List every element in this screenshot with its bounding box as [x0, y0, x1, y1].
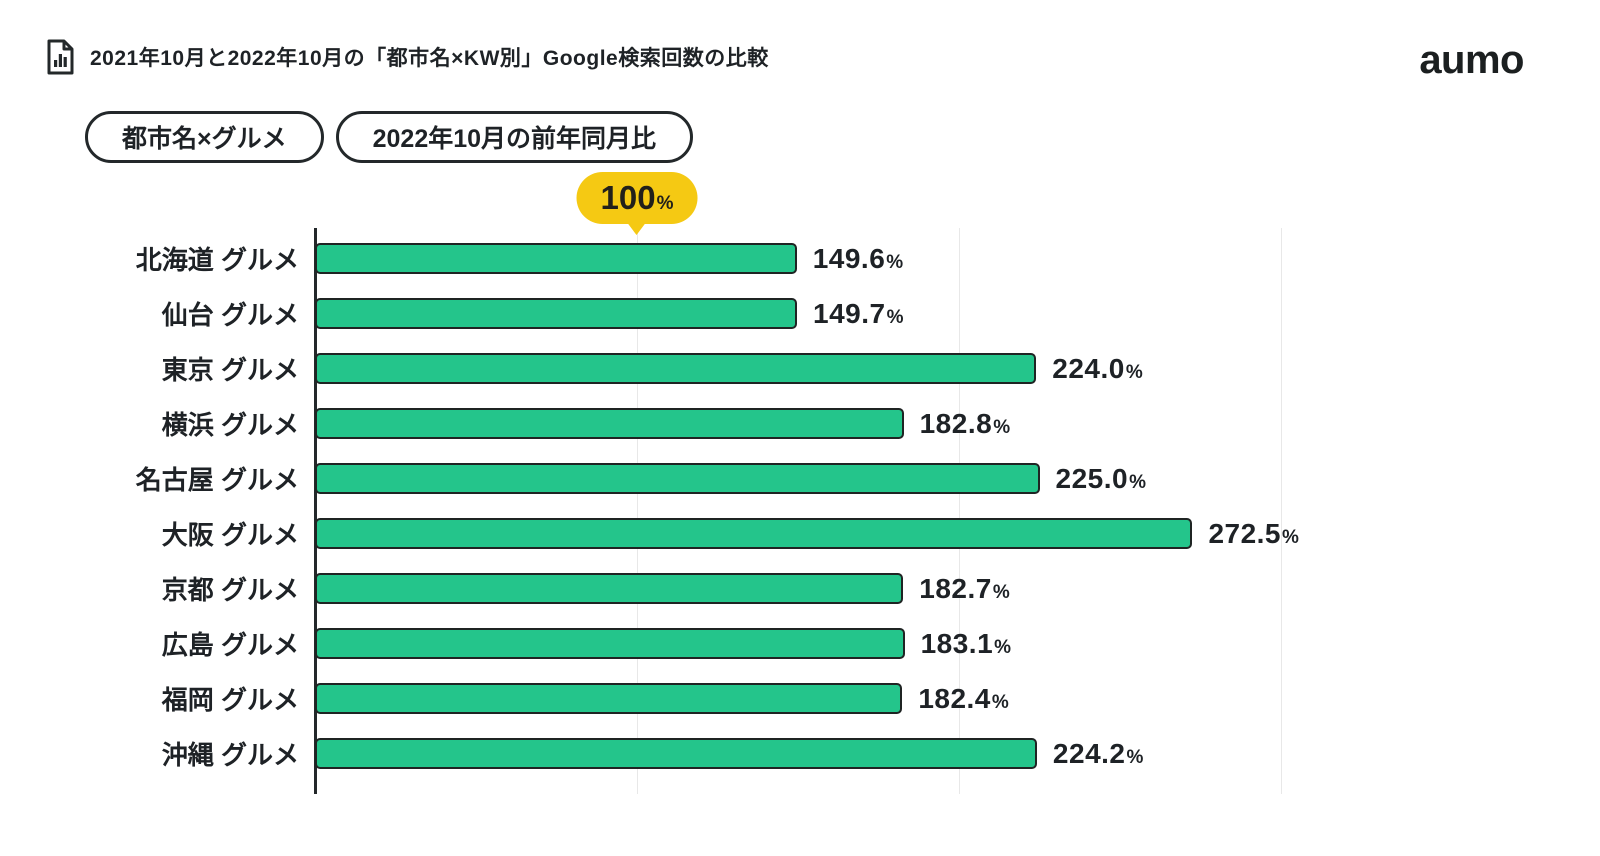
bar	[315, 408, 904, 439]
badge-pointer	[628, 223, 646, 235]
bar-value-number: 272.5	[1208, 517, 1282, 549]
bar-row: 福岡 グルメ 182.4 %	[0, 671, 1600, 726]
baseline-value: 100	[600, 179, 656, 216]
bar-percent-sign: %	[994, 636, 1012, 658]
grid-layer	[314, 228, 1315, 794]
bar-category-label: 沖縄 グルメ	[161, 740, 299, 770]
y-axis-line	[314, 228, 317, 794]
bar-row: 仙台 グルメ 149.7 %	[0, 286, 1600, 341]
bar-row: 広島 グルメ 183.1 %	[0, 616, 1600, 671]
baseline-100-badge: 100 %	[576, 172, 698, 235]
title-group: 2021年10月と2022年10月の「都市名×KW別」Google検索回数の比較	[44, 38, 769, 76]
bar-value-label: 182.8 %	[920, 408, 1010, 440]
bar-value-label: 224.2 %	[1053, 738, 1143, 770]
bar-percent-sign: %	[886, 251, 904, 273]
bar-category-label: 東京 グルメ	[161, 355, 299, 385]
bar-row: 北海道 グルメ 149.6 %	[0, 231, 1600, 286]
bar-percent-sign: %	[993, 416, 1011, 438]
bar-row: 横浜 グルメ 182.8 %	[0, 396, 1600, 451]
bar	[315, 243, 797, 274]
bar-value-number: 149.6	[812, 242, 886, 274]
bar-percent-sign: %	[886, 306, 904, 328]
bar-category-label: 大阪 グルメ	[161, 520, 299, 550]
page-title: 2021年10月と2022年10月の「都市名×KW別」Google検索回数の比較	[90, 47, 769, 70]
aumo-logo: aumo	[1419, 38, 1524, 82]
bar-value-label: 183.1 %	[921, 628, 1011, 660]
bar-rows: 北海道 グルメ 149.6 % 仙台 グルメ 149.7 % 東京 グルメ 22…	[0, 231, 1600, 781]
bar-percent-sign: %	[1125, 361, 1143, 383]
bar-percent-sign: %	[1129, 471, 1146, 493]
bar-value-label: 149.6 %	[813, 243, 903, 275]
bar-value-label: 182.4 %	[918, 683, 1008, 715]
bar-category-label: 広島 グルメ	[161, 630, 299, 660]
bar-category-label: 京都 グルメ	[161, 575, 299, 605]
bar-value-label: 225.0 %	[1056, 463, 1146, 495]
bar-value-number: 182.8	[919, 407, 993, 439]
bar-category-label: 名古屋 グルメ	[135, 465, 299, 495]
gridline-200	[959, 228, 960, 794]
bar-row: 京都 グルメ 182.7 %	[0, 561, 1600, 616]
gridline-100	[637, 228, 638, 794]
keyword-badge: 都市名×グルメ	[85, 111, 324, 163]
bar-row: 沖縄 グルメ 224.2 %	[0, 726, 1600, 781]
bar-percent-sign: %	[1282, 526, 1299, 548]
header: 2021年10月と2022年10月の「都市名×KW別」Google検索回数の比較…	[44, 38, 1524, 80]
bar-row: 東京 グルメ 224.0 %	[0, 341, 1600, 396]
bar	[315, 353, 1037, 384]
bar-row: 名古屋 グルメ 225.0 %	[0, 451, 1600, 506]
baseline-percent-sign: %	[656, 193, 674, 214]
bar-category-label: 横浜 グルメ	[161, 410, 299, 440]
bar-value-number: 225.0	[1055, 462, 1129, 494]
bar-percent-sign: %	[991, 691, 1009, 713]
gridline-300	[1281, 228, 1282, 794]
bar-value-number: 224.0	[1052, 352, 1125, 384]
bar-value-number: 182.7	[919, 572, 992, 604]
bar-value-number: 182.4	[918, 682, 991, 714]
bar-value-label: 224.0 %	[1052, 353, 1142, 385]
bar-percent-sign: %	[992, 581, 1010, 603]
bar	[315, 683, 903, 714]
bar	[315, 463, 1040, 494]
bar-row: 大阪 グルメ 272.5 %	[0, 506, 1600, 561]
bar-value-label: 272.5 %	[1208, 518, 1298, 550]
bar	[315, 518, 1193, 549]
bar-value-label: 182.7 %	[919, 573, 1009, 605]
bar	[315, 738, 1037, 769]
comparison-period-badge: 2022年10月の前年同月比	[335, 111, 694, 163]
bar-category-label: 北海道 グルメ	[135, 245, 299, 275]
bar	[315, 628, 905, 659]
bar-value-number: 149.7	[813, 297, 886, 329]
bar	[315, 298, 798, 329]
bar-category-label: 福岡 グルメ	[161, 685, 299, 715]
bar-percent-sign: %	[1126, 746, 1144, 768]
horizontal-bar-chart: 北海道 グルメ 149.6 % 仙台 グルメ 149.7 % 東京 グルメ 22…	[0, 228, 1600, 794]
bar-chart-document-icon	[47, 39, 74, 75]
bar-value-number: 183.1	[920, 627, 994, 659]
filter-badges: 都市名×グルメ 2022年10月の前年同月比	[85, 111, 694, 163]
bar-value-number: 224.2	[1052, 737, 1126, 769]
bar	[315, 573, 904, 604]
bar-category-label: 仙台 グルメ	[161, 300, 299, 330]
bar-value-label: 149.7 %	[813, 298, 903, 330]
